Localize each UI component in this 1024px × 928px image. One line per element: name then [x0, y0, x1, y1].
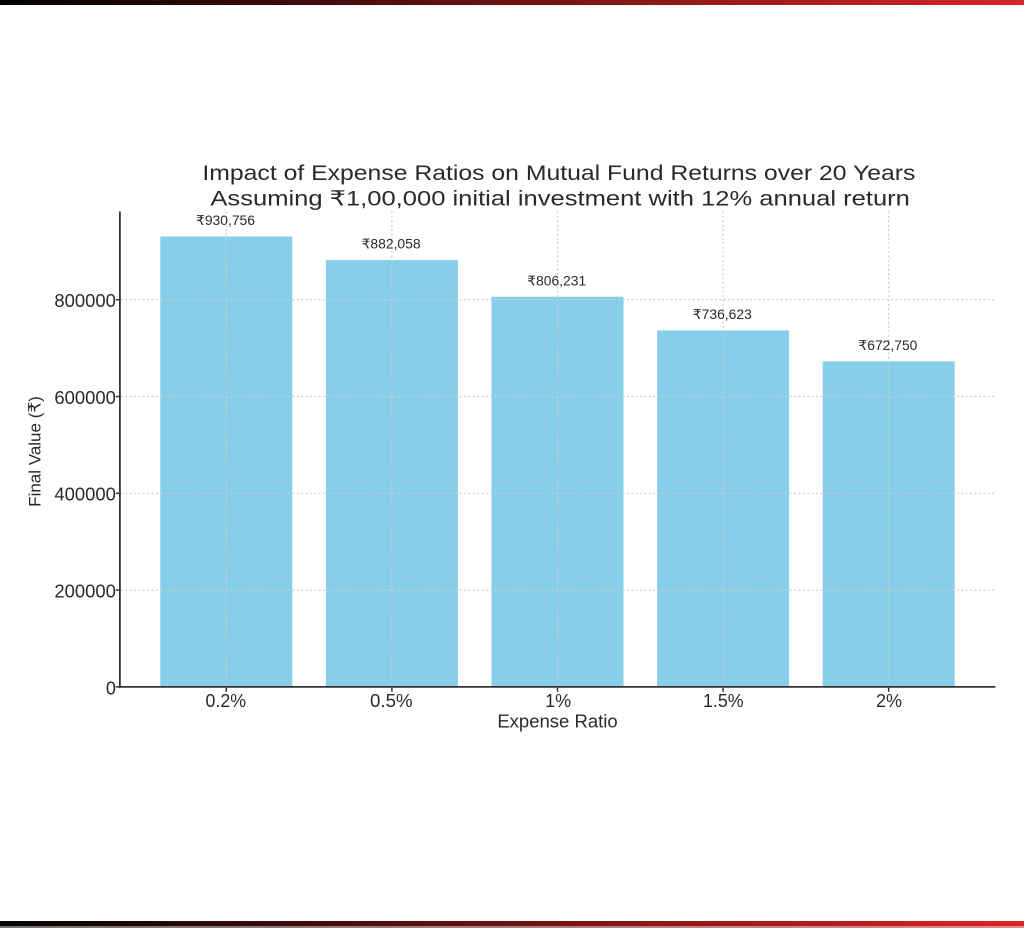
svg-text:₹930,756: ₹930,756: [196, 213, 255, 228]
svg-text:0.2%: 0.2%: [206, 690, 247, 711]
svg-text:600000: 600000: [54, 388, 116, 408]
svg-text:800000: 800000: [54, 291, 116, 311]
svg-text:Assuming ₹1,00,000 initial inv: Assuming ₹1,00,000 initial investment wi…: [210, 188, 910, 211]
svg-text:Final Value (₹): Final Value (₹): [26, 396, 45, 507]
svg-text:Impact of Expense Ratios on Mu: Impact of Expense Ratios on Mutual Fund …: [202, 162, 915, 185]
svg-text:2%: 2%: [876, 690, 902, 711]
svg-text:₹882,058: ₹882,058: [362, 237, 421, 252]
svg-text:1%: 1%: [545, 690, 571, 711]
svg-text:1.5%: 1.5%: [703, 690, 744, 711]
svg-text:200000: 200000: [54, 582, 116, 602]
svg-text:400000: 400000: [54, 485, 116, 505]
svg-text:Expense Ratio: Expense Ratio: [497, 711, 617, 732]
svg-text:0: 0: [106, 678, 116, 698]
svg-text:0.5%: 0.5%: [370, 690, 413, 711]
svg-text:₹806,231: ₹806,231: [527, 273, 586, 288]
svg-text:₹672,750: ₹672,750: [858, 338, 917, 353]
svg-text:₹736,623: ₹736,623: [693, 307, 752, 322]
